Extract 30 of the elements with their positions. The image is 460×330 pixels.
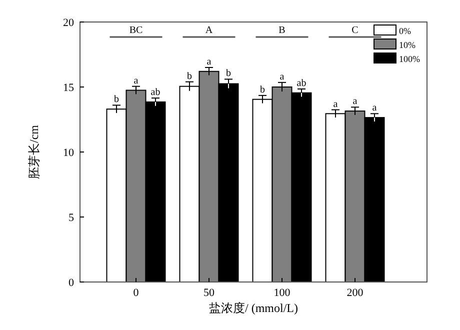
y-tick-label: 0 bbox=[68, 277, 74, 289]
data-label: a bbox=[352, 96, 358, 108]
x-tick-label: 0 bbox=[133, 287, 140, 299]
legend-label: 10% bbox=[399, 40, 416, 50]
x-tick-label: 50 bbox=[204, 287, 215, 299]
data-label: a bbox=[134, 75, 139, 86]
y-tick-label: 20 bbox=[63, 17, 74, 29]
data-label: ab bbox=[150, 87, 160, 98]
y-tick-label: 5 bbox=[68, 212, 74, 224]
y-axis-title: 胚芽长/cm bbox=[27, 124, 41, 179]
data-label: a bbox=[206, 56, 212, 68]
annotation: C bbox=[352, 25, 359, 36]
data-label: ab bbox=[296, 78, 306, 89]
y-tick-label: 15 bbox=[63, 82, 74, 94]
data-label: b bbox=[114, 94, 119, 106]
y-tick-label: 10 bbox=[63, 147, 74, 159]
x-tick-label: 200 bbox=[346, 287, 364, 299]
x-axis-title: 盐浓度/ (mmol/L) bbox=[209, 301, 298, 315]
data-label: b bbox=[187, 70, 192, 82]
data-label: a bbox=[372, 102, 378, 114]
annotation: BC bbox=[129, 25, 143, 36]
annotation: B bbox=[278, 25, 286, 36]
data-label: b bbox=[226, 68, 231, 80]
x-tick-label: 100 bbox=[274, 287, 291, 299]
data-label: a bbox=[280, 71, 285, 82]
annotation: A bbox=[205, 25, 214, 36]
data-label: a bbox=[333, 98, 338, 110]
legend-label: 0% bbox=[399, 26, 412, 36]
data-label: b bbox=[260, 84, 265, 96]
legend-label: 100% bbox=[399, 54, 420, 64]
